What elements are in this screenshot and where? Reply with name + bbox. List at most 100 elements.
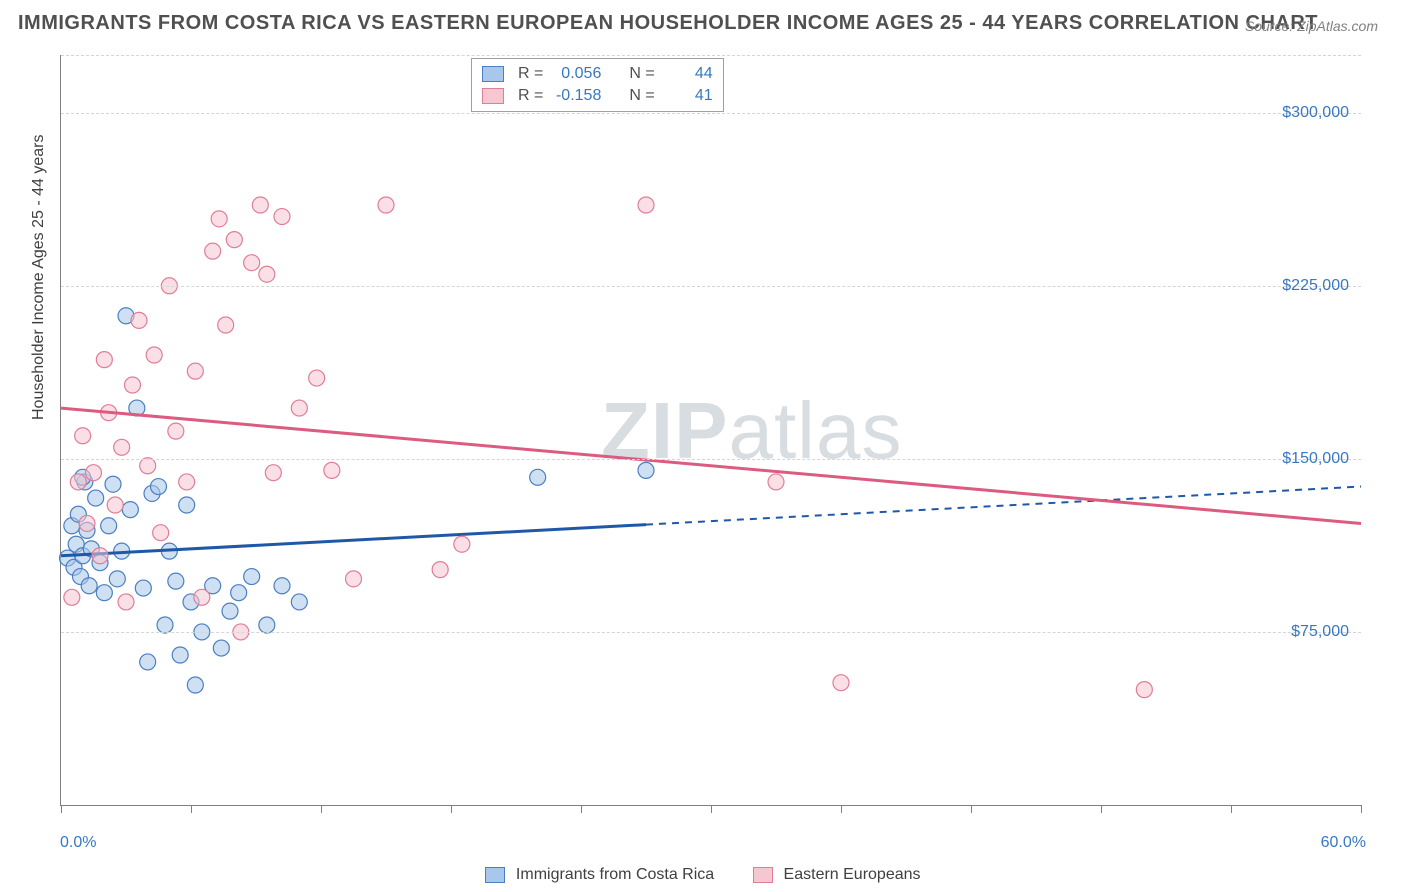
xtick [451,805,452,813]
data-point [179,474,195,490]
correlation-legend: R = 0.056 N = 44 R = -0.158 N = 41 [471,58,724,112]
x-axis-max-label: 60.0% [1321,834,1366,852]
data-point [88,490,104,506]
data-point [101,518,117,534]
data-point [122,502,138,518]
xtick [581,805,582,813]
legend-n-label: N = [629,85,654,107]
xtick [61,805,62,813]
legend-bottom-swatch-0 [485,867,505,883]
regression-line [61,408,1361,523]
legend-swatch-1 [482,88,504,104]
data-point [213,640,229,656]
ytick-label: $300,000 [1282,104,1349,122]
legend-bottom-swatch-1 [753,867,773,883]
regression-line [61,525,646,556]
data-point [168,573,184,589]
data-point [151,479,167,495]
data-point [244,569,260,585]
data-point [96,585,112,601]
plot-area: ZIPatlas R = 0.056 N = 44 R = -0.158 N =… [60,55,1361,806]
data-point [324,462,340,478]
data-point [64,589,80,605]
data-point [454,536,470,552]
ytick-label: $75,000 [1291,623,1349,641]
data-point [172,647,188,663]
xtick [711,805,712,813]
data-point [259,617,275,633]
data-point [92,548,108,564]
data-point [96,352,112,368]
legend-r-label: R = [518,85,543,107]
legend-n-value-0: 44 [663,63,713,85]
data-point [638,197,654,213]
xtick [1361,805,1362,813]
data-point [86,465,102,481]
data-point [291,594,307,610]
chart-title: IMMIGRANTS FROM COSTA RICA VS EASTERN EU… [18,12,1318,35]
gridline [61,459,1361,460]
data-point [187,363,203,379]
data-point [222,603,238,619]
data-point [118,594,134,610]
data-point [107,497,123,513]
data-point [833,675,849,691]
data-point [274,578,290,594]
data-point [114,439,130,455]
data-point [274,209,290,225]
legend-r-value-1: -0.158 [551,85,601,107]
xtick [191,805,192,813]
data-point [291,400,307,416]
data-point [309,370,325,386]
data-point [125,377,141,393]
legend-r-value-0: 0.056 [551,63,601,85]
data-point [244,255,260,271]
data-point [205,243,221,259]
data-point [259,266,275,282]
data-point [530,469,546,485]
data-point [252,197,268,213]
data-point [109,571,125,587]
data-point [226,232,242,248]
data-point [157,617,173,633]
data-point [1136,682,1152,698]
chart-source: Source: ZipAtlas.com [1245,18,1378,34]
data-point [211,211,227,227]
data-point [140,458,156,474]
legend-row-series-0: R = 0.056 N = 44 [482,63,713,85]
data-point [346,571,362,587]
legend-bottom-label-0: Immigrants from Costa Rica [516,866,714,883]
y-axis-label: Householder Income Ages 25 - 44 years [30,135,48,421]
legend-bottom-label-1: Eastern Europeans [784,866,921,883]
data-point [81,578,97,594]
data-point [432,562,448,578]
data-point [168,423,184,439]
xtick [1101,805,1102,813]
chart-svg [61,55,1361,805]
data-point [75,428,91,444]
data-point [79,515,95,531]
xtick [321,805,322,813]
legend-n-label: N = [629,63,654,85]
gridline [61,286,1361,287]
gridline [61,55,1361,56]
data-point [131,312,147,328]
gridline [61,113,1361,114]
data-point [187,677,203,693]
data-point [179,497,195,513]
data-point [153,525,169,541]
data-point [135,580,151,596]
xtick [1231,805,1232,813]
data-point [768,474,784,490]
ytick-label: $225,000 [1282,277,1349,295]
data-point [218,317,234,333]
series-legend: Immigrants from Costa Rica Eastern Europ… [0,866,1406,884]
xtick [841,805,842,813]
ytick-label: $150,000 [1282,450,1349,468]
x-axis-min-label: 0.0% [60,834,96,852]
data-point [140,654,156,670]
legend-swatch-0 [482,66,504,82]
gridline [61,632,1361,633]
xtick [971,805,972,813]
data-point [194,589,210,605]
